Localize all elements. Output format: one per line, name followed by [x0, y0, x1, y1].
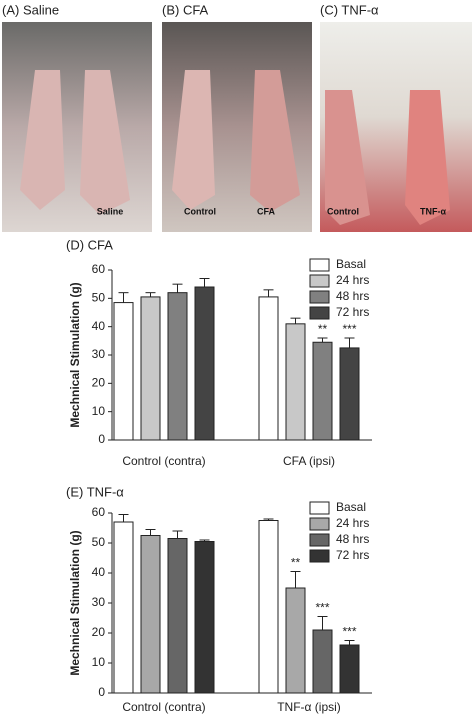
x-tick-label: CFA (ipsi)	[283, 454, 335, 468]
bar	[312, 629, 333, 694]
y-tick-label: 20	[92, 625, 106, 639]
y-tick-label: 30	[92, 595, 106, 609]
x-tick-label: Control (contra)	[122, 454, 205, 468]
chart-title: (D) CFA	[66, 237, 113, 252]
y-tick-label: 0	[98, 432, 105, 446]
y-axis-label: Mechnical Stimulation (g)	[68, 282, 82, 427]
bar	[194, 286, 215, 441]
bar	[258, 520, 279, 694]
bar	[285, 323, 306, 441]
y-tick-label: 0	[98, 685, 105, 699]
significance-label: ***	[342, 322, 356, 336]
photo-b	[162, 22, 312, 232]
bar	[339, 347, 360, 441]
legend-label: Basal	[336, 500, 366, 514]
bar	[258, 296, 279, 441]
legend-label: 24 hrs	[336, 516, 369, 530]
photo-label: TNF-α	[420, 206, 446, 216]
legend-label: 72 hrs	[336, 548, 369, 562]
y-tick-label: 50	[92, 291, 106, 305]
bar	[339, 644, 360, 694]
y-tick-label: 10	[92, 655, 106, 669]
significance-label: **	[318, 322, 328, 336]
legend-swatch	[309, 549, 330, 563]
x-tick-label: Control (contra)	[122, 700, 205, 714]
bar	[113, 521, 134, 694]
photo-label: Saline	[97, 206, 124, 216]
y-tick-label: 10	[92, 404, 106, 418]
chart-title: (E) TNF-α	[66, 484, 124, 499]
photo-title: (A) Saline	[2, 2, 59, 17]
y-tick-label: 40	[92, 565, 106, 579]
photo-a	[2, 22, 152, 232]
legend-swatch	[309, 306, 330, 320]
y-axis-label: Mechnical Stimulation (g)	[68, 530, 82, 675]
legend-label: 72 hrs	[336, 305, 369, 319]
bar	[312, 341, 333, 441]
legend-swatch	[309, 258, 330, 272]
y-tick-label: 50	[92, 535, 106, 549]
legend-label: 48 hrs	[336, 289, 369, 303]
bar	[167, 292, 188, 441]
significance-label: ***	[342, 625, 356, 639]
y-tick-label: 20	[92, 376, 106, 390]
bar	[167, 538, 188, 694]
photo-title: (B) CFA	[162, 2, 209, 17]
legend-swatch	[309, 274, 330, 288]
photo-c	[320, 22, 472, 232]
bar	[194, 541, 215, 694]
y-tick-label: 40	[92, 319, 106, 333]
photo-title: (C) TNF-α	[320, 2, 379, 17]
y-tick-label: 60	[92, 262, 106, 276]
bar	[113, 302, 134, 441]
bar	[140, 535, 161, 694]
photo-label: CFA	[257, 206, 276, 216]
photo-label: Control	[327, 206, 359, 216]
legend-swatch	[309, 517, 330, 531]
x-tick-label: TNF-α (ipsi)	[277, 700, 341, 714]
bar	[140, 296, 161, 441]
legend-label: 48 hrs	[336, 532, 369, 546]
y-tick-label: 30	[92, 347, 106, 361]
legend-swatch	[309, 501, 330, 515]
legend-label: Basal	[336, 257, 366, 271]
y-tick-label: 60	[92, 505, 106, 519]
significance-label: ***	[315, 601, 329, 615]
bar	[285, 587, 306, 694]
photo-label: Control	[184, 206, 216, 216]
legend-swatch	[309, 290, 330, 304]
significance-label: **	[291, 556, 301, 570]
legend-label: 24 hrs	[336, 273, 369, 287]
legend-swatch	[309, 533, 330, 547]
